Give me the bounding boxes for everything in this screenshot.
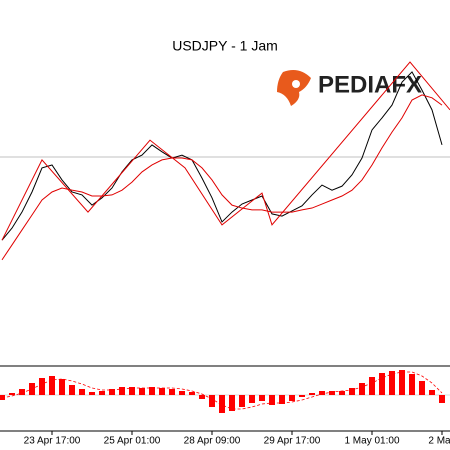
x-tick-label: 2 May [428,436,450,447]
x-tick-label: 28 Apr 09:00 [184,436,241,447]
histogram-bar [209,395,215,407]
histogram-bar [149,387,155,395]
histogram-bar [99,391,105,395]
histogram-bar [159,388,165,395]
watermark: PEDIAFX [318,71,422,98]
histogram-bar [119,387,125,395]
histogram-bar [369,377,375,395]
indicator-line [1,61,450,241]
histogram-bar [389,371,395,395]
histogram-bar [429,390,435,395]
histogram-bar [49,376,55,395]
histogram-bar [309,393,315,395]
histogram-bar [269,395,275,405]
x-tick-label: 1 May 01:00 [344,436,399,447]
logo [277,70,311,106]
histogram-bar [299,395,305,397]
histogram-bar [59,379,65,395]
histogram-bar [379,373,385,395]
histogram-bar [229,395,235,411]
histogram-bar [9,393,15,395]
x-tick-label: 23 Apr 17:00 [24,436,81,447]
histogram-bar [189,392,195,395]
histogram-bar [199,395,205,399]
histogram-bar [329,391,335,395]
histogram-bar [439,395,445,403]
logo-icon [277,70,311,106]
histogram-bar [139,388,145,395]
histogram-bar [399,370,405,395]
histogram-bar [19,389,25,395]
histogram-bar [179,391,185,395]
price-line [1,71,443,241]
logo-dot [292,80,300,88]
histogram-bar [319,391,325,395]
chart-title: USDJPY - 1 Jam [172,38,278,54]
histogram-bar [39,378,45,395]
histogram-bar [79,389,85,395]
histogram-bar [219,395,225,413]
signal-line [1,371,443,410]
histogram-bar [409,374,415,395]
histogram-bar [339,391,345,395]
histogram-bar [349,388,355,395]
indicator-line [1,94,443,261]
histogram-bar [259,395,265,401]
histogram-bar [359,383,365,395]
histogram-bar [249,395,255,403]
histogram-bar [289,395,295,401]
histogram-bar [89,392,95,395]
x-tick-label: 25 Apr 01:00 [104,436,161,447]
histogram-bar [129,387,135,395]
histogram-bar [279,395,285,404]
histogram-bar [69,385,75,395]
histogram-bar [239,395,245,407]
histogram-bar [109,389,115,395]
x-tick-label: 29 Apr 17:00 [264,436,321,447]
histogram-bar [169,389,175,395]
histogram-bar [419,381,425,395]
